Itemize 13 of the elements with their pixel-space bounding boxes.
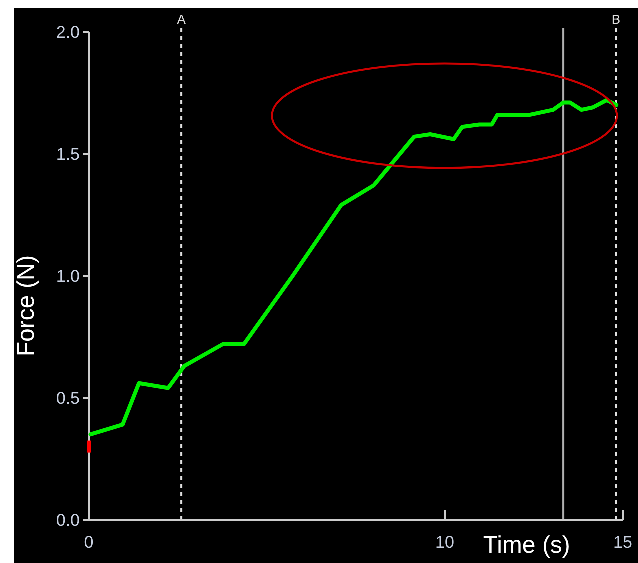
line-series [88,98,619,437]
y-tick-label: 0.5 [56,388,80,408]
y-axis-title: Force (N) [13,255,40,357]
y-tick-label: 0.0 [56,510,80,530]
x-tick-label: 15 [614,533,632,552]
x-tick-label: 10 [436,533,454,552]
ref-line-label: A [177,12,186,27]
x-axis-title: Time (s) [483,532,570,559]
y-tick-label: 1.0 [56,266,80,286]
x-tick-label: 0 [84,533,94,552]
y-tick-label: 2.0 [56,22,80,42]
ref-line-label: B [612,12,621,27]
y-tick-label: 1.5 [56,144,80,164]
